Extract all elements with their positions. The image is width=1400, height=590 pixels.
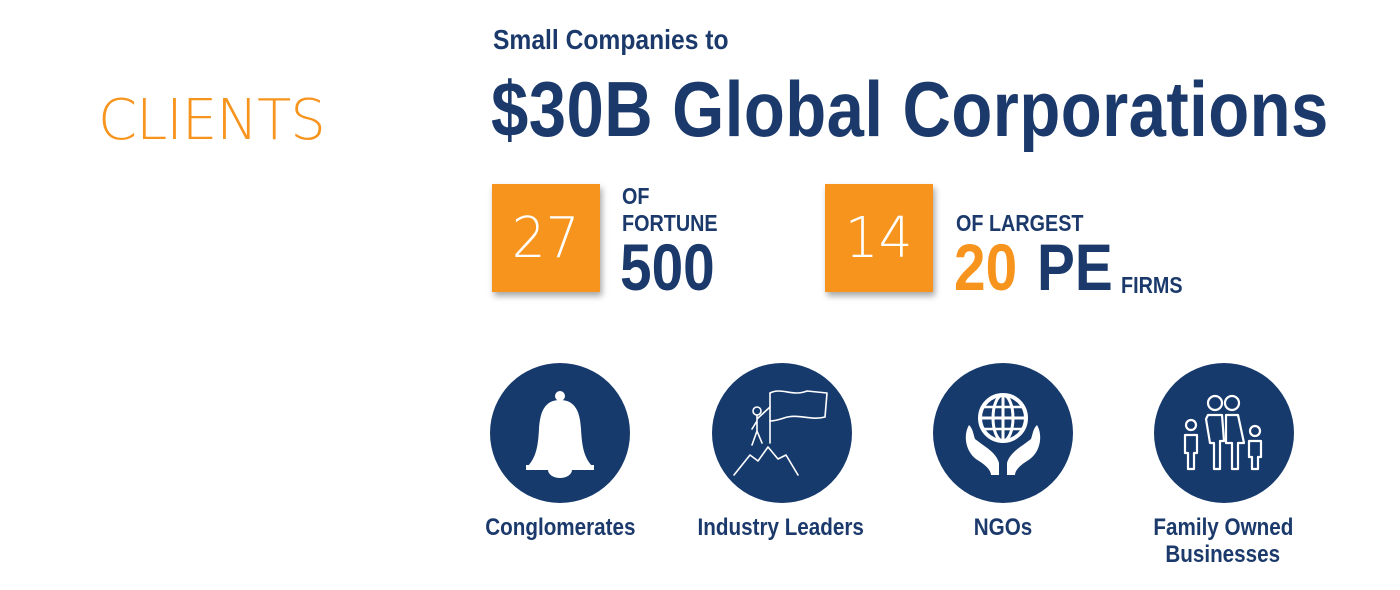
- pe-label: PE: [1037, 230, 1113, 304]
- fortune-line2: FORTUNE: [622, 210, 718, 236]
- fortune-count-box: 27: [492, 184, 600, 292]
- ngos-label: NGOs: [973, 514, 1033, 541]
- section-title: CLIENTS: [98, 88, 326, 153]
- pe-count: 14: [845, 205, 913, 271]
- industry-leaders-label: Industry Leaders: [697, 514, 865, 541]
- family-owned-label: Family Owned Businesses: [1153, 514, 1293, 568]
- ngos-circle: [933, 363, 1073, 503]
- family-owned-circle: [1154, 363, 1294, 503]
- family-icon: [1183, 394, 1263, 471]
- flag-climber-icon: [733, 390, 828, 476]
- conglomerates-circle: [490, 363, 630, 503]
- fortune-line1: OF: [622, 183, 650, 209]
- industry-leaders-circle: [712, 363, 852, 503]
- subheading: Small Companies to: [493, 24, 729, 55]
- conglomerates-label: Conglomerates: [484, 514, 636, 541]
- headline: $30B Global Corporations: [491, 65, 1329, 153]
- fortune-500: 500: [620, 230, 715, 304]
- pe-line1: OF LARGEST: [956, 210, 1084, 236]
- pe-twenty: 20: [954, 230, 1018, 304]
- globe-hands-icon: [965, 393, 1041, 475]
- fortune-count: 27: [512, 205, 580, 271]
- pe-firms: FIRMS: [1121, 272, 1183, 298]
- bell-icon: [526, 391, 594, 478]
- pe-count-box: 14: [825, 184, 933, 292]
